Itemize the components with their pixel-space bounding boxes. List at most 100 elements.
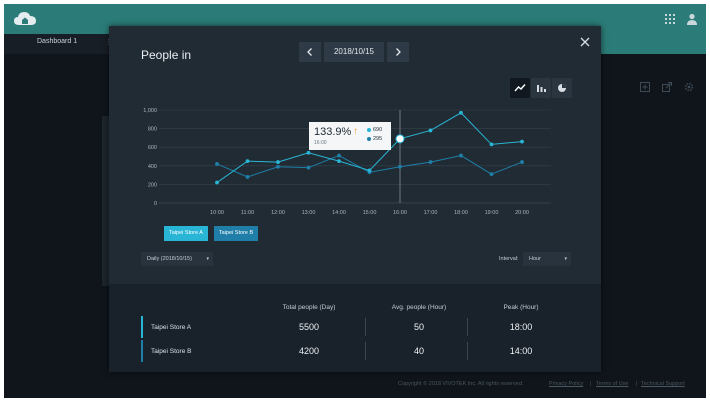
people-in-modal: People in 2018/10/15 0 200 400 600 800 1,000 1… (109, 26, 601, 372)
divider (467, 318, 468, 336)
table-row: Taipei Store A 5500 50 18:00 (141, 316, 581, 338)
data-point (306, 150, 311, 155)
prev-date-button[interactable] (299, 42, 321, 62)
interval-label: Interval: (499, 256, 519, 262)
caret-down-icon: ▾ (206, 256, 209, 262)
data-point (215, 180, 219, 185)
data-point (245, 159, 250, 164)
interval-select[interactable]: Hour ▾ (523, 252, 571, 266)
data-point (367, 168, 372, 173)
divider (467, 342, 468, 360)
tooltip-value-b: 295 (373, 136, 383, 142)
cell-avg: 50 (413, 322, 424, 332)
data-point (520, 160, 524, 164)
range-select-value: Daily (2018/10/15) (147, 256, 192, 262)
tab-dashboard-1[interactable]: Dashboard 1 (37, 38, 78, 45)
y-tick-label: 600 (148, 145, 157, 151)
data-point (459, 153, 463, 158)
footer-support-link[interactable]: Technical Support (641, 381, 685, 387)
data-point (245, 175, 250, 179)
cell-peak: 14:00 (509, 346, 533, 356)
x-tick-label: 12:00 (271, 210, 285, 216)
data-point (520, 139, 524, 144)
cell-total: 4200 (298, 346, 320, 356)
cell-total: 5500 (298, 322, 320, 332)
row-store-name: Taipei Store B (151, 348, 192, 355)
x-tick-label: 16:00 (393, 210, 407, 216)
range-select[interactable]: Daily (2018/10/15) ▾ (141, 252, 213, 266)
close-icon[interactable] (579, 36, 591, 48)
next-date-button[interactable] (387, 42, 409, 62)
background-widget (102, 116, 112, 286)
tab-bar-accent (600, 34, 706, 54)
data-point (398, 164, 402, 169)
data-point (428, 128, 433, 133)
x-tick-label: 13:00 (302, 210, 316, 216)
chevron-left-icon (307, 48, 312, 56)
x-tick-label: 18:00 (454, 210, 468, 216)
bar-chart-icon (537, 85, 546, 92)
data-point (459, 110, 463, 115)
series-b-dot (367, 137, 371, 141)
pie-chart-icon (558, 84, 566, 92)
tab-more-icon[interactable]: ⋮ (105, 38, 112, 46)
people-in-line-chart: 0 200 400 600 800 1,000 10:00 11:00 12:00 13:00 14… (143, 108, 551, 216)
header-avg-people: Avg. people (Hour) (391, 304, 447, 311)
modal-title: People in (141, 48, 192, 62)
x-tick-label: 15:00 (363, 210, 377, 216)
cell-avg: 40 (413, 346, 424, 356)
data-point (337, 153, 341, 158)
divider (365, 318, 366, 336)
y-tick-label: 0 (154, 201, 157, 207)
row-color-bar (141, 340, 143, 362)
current-date[interactable]: 2018/10/15 (324, 42, 384, 62)
add-widget-icon[interactable] (640, 82, 650, 92)
data-point (276, 164, 280, 169)
chart-type-switcher (510, 78, 572, 98)
line-chart-icon (514, 84, 526, 92)
y-tick-label: 200 (148, 182, 157, 188)
trend-up-icon: ↑ (353, 126, 358, 137)
cloud-home-icon[interactable] (14, 11, 36, 27)
table-row: Taipei Store B 4200 40 14:00 (141, 340, 581, 362)
legend-taipei-store-b[interactable]: Taipei Store B (214, 226, 258, 241)
x-tick-label: 10:00 (210, 210, 224, 216)
footer-separator: | (636, 381, 638, 387)
footer-separator: | (590, 381, 592, 387)
gear-icon[interactable] (684, 82, 694, 92)
legend-taipei-store-a[interactable]: Taipei Store A (164, 226, 208, 241)
data-point (428, 160, 433, 164)
y-tick-label: 400 (148, 164, 157, 170)
bar-chart-button[interactable] (531, 78, 551, 98)
header-total-people: Total people (Day) (282, 304, 336, 311)
y-tick-label: 800 (148, 127, 157, 133)
x-tick-label: 19:00 (485, 210, 499, 216)
y-tick-label: 1,000 (143, 108, 157, 114)
x-tick-label: 11:00 (241, 210, 254, 216)
data-point (489, 172, 494, 177)
summary-table: Total people (Day) Avg. people (Hour) Pe… (109, 284, 601, 372)
data-point (489, 142, 494, 147)
x-tick-label: 20:00 (515, 210, 529, 216)
row-store-name: Taipei Store A (151, 324, 192, 331)
x-tick-label: 17:00 (424, 210, 438, 216)
chevron-right-icon (396, 48, 401, 56)
footer-copyright: Copyright © 2018 VIVOTEK Inc. All rights… (398, 381, 524, 387)
footer-privacy-link[interactable]: Privacy Policy (549, 381, 584, 387)
x-tick-label: 14:00 (332, 210, 346, 216)
divider (365, 342, 366, 360)
user-icon[interactable] (686, 13, 698, 25)
share-icon[interactable] (662, 82, 672, 92)
header-peak: Peak (Hour) (503, 304, 539, 311)
app-background: Dashboard 1 ⋮ Copyright © 2018 VIVOTEK I… (4, 4, 706, 398)
data-point (276, 160, 280, 164)
tooltip-value-a: 690 (373, 127, 383, 133)
grid-icon[interactable] (664, 13, 676, 25)
row-color-bar (141, 316, 143, 338)
footer-terms-link[interactable]: Terms of Use (596, 381, 629, 387)
series-a-dot (367, 128, 371, 132)
hover-point (395, 134, 405, 144)
pie-chart-button[interactable] (552, 78, 572, 98)
line-chart-button[interactable] (510, 78, 530, 98)
data-point (306, 165, 311, 170)
